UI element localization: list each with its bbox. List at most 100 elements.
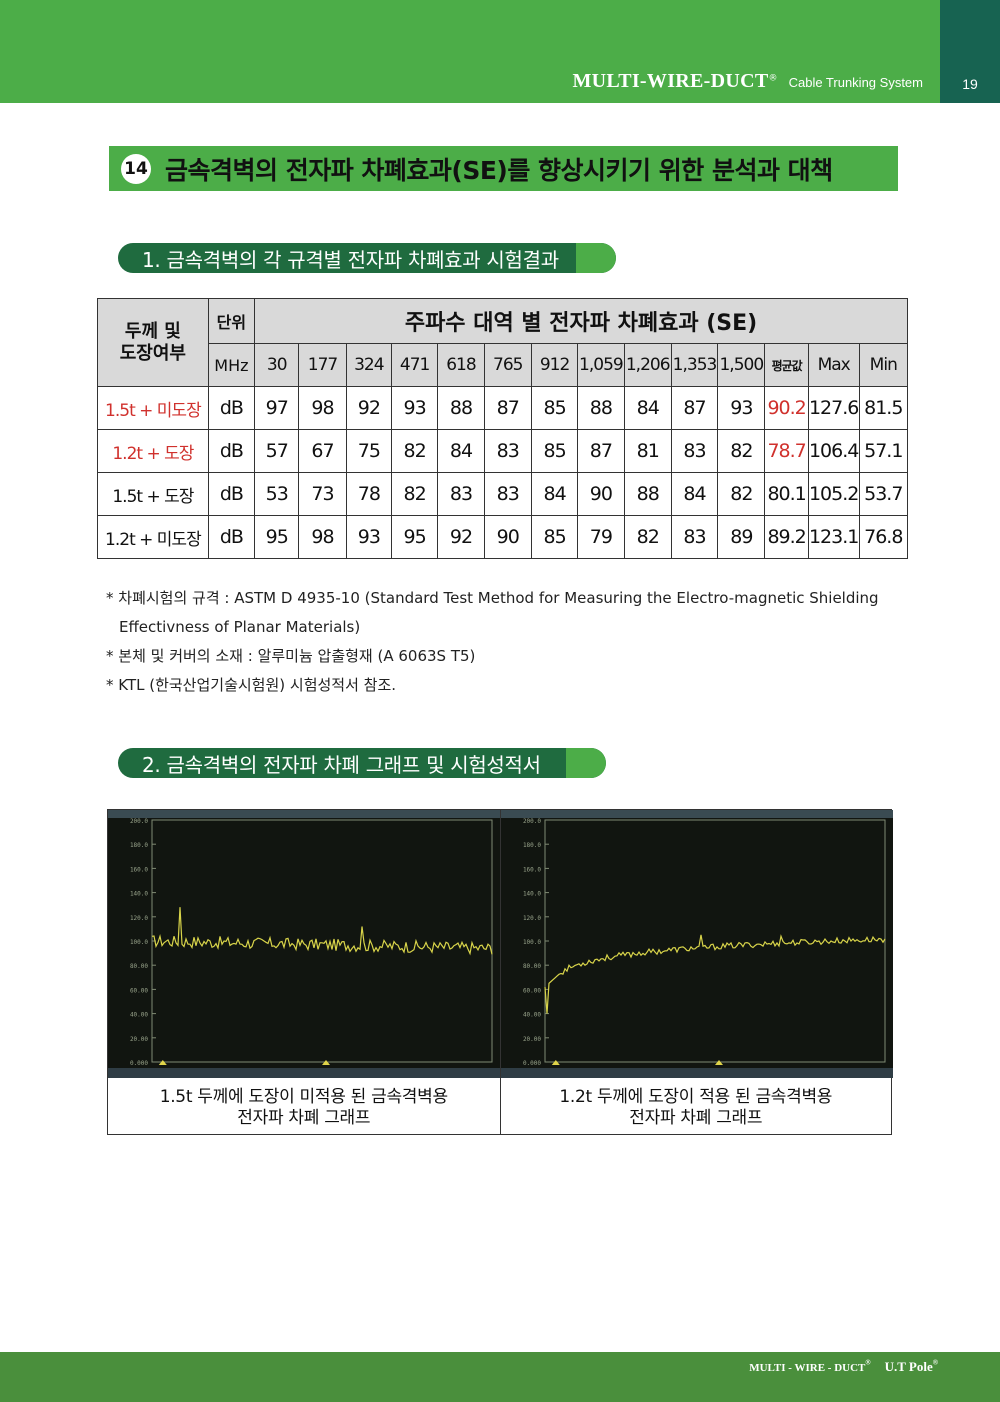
scope-tick-label: 20.00: [130, 1036, 148, 1043]
row-unit: dB: [207, 386, 256, 430]
note-standard: * 차폐시험의 규격 : ASTM D 4935-10 (Standard Te…: [106, 589, 879, 607]
se-value-cell: 95: [390, 515, 439, 559]
se-value-cell: 87: [670, 386, 719, 430]
graph-2-caption: 1.2t 두께에 도장이 적용 된 금속격벽용 전자파 차폐 그래프: [501, 1080, 892, 1136]
frequency-header: 30: [254, 343, 300, 387]
avg-cell: 90.2: [764, 386, 809, 430]
se-value-cell: 84: [670, 472, 719, 516]
scope-top-bar: [108, 810, 500, 818]
scope-tick-label: 160.0: [130, 866, 148, 873]
header-brand: MULTI-WIRE-DUCT® Cable Trunking System: [572, 70, 923, 93]
scope-marker: [551, 1060, 560, 1065]
se-value-cell: 79: [577, 515, 625, 559]
graph-2-scope-image: 200.0 180.0 160.0 140.0 120.0 100.0 80.00 60.00…: [500, 810, 893, 1078]
scope-tick-label: 80.00: [130, 963, 148, 970]
graph-1-scope-image: 200.0 180.0 160.0 140.0 120.0 100.0 80.00 60.00…: [108, 810, 500, 1078]
note-standard-continued: Effectivness of Planar Materials): [119, 618, 361, 636]
se-value-cell: 87: [577, 429, 625, 473]
scope-tick-label: 40.00: [522, 1012, 540, 1019]
se-value-cell: 82: [390, 472, 439, 516]
page-number-tab: [940, 0, 1000, 103]
avg-header: 평균값: [764, 343, 809, 387]
table-row: 1.5t + 미도장 dB 97 98 92 93 88 87 85 88 84 87 93 90.2 12…: [97, 386, 909, 430]
scope-tick-label: 180.0: [522, 842, 540, 849]
frequency-header: 471: [390, 343, 439, 387]
scope-tick-label: 120.0: [522, 915, 540, 922]
unit-header: 단위: [207, 298, 256, 344]
se-value-cell: 92: [345, 386, 392, 430]
graph-1-caption-line2: 전자파 차폐 그래프: [237, 1108, 371, 1128]
row-label: 1.5t + 도장: [97, 472, 209, 516]
se-value-cell: 97: [254, 386, 300, 430]
se-value-cell: 73: [298, 472, 347, 516]
se-value-cell: 98: [298, 386, 347, 430]
graph-2: 200.0 180.0 160.0 140.0 120.0 100.0 80.00 60.00…: [499, 810, 893, 1136]
footer-pole-name: U.T Pole: [884, 1359, 933, 1374]
section-title-bar: 14 금속격벽의 전자파 차폐효과(SE)를 향상시키기 위한 분석과 대책: [109, 146, 898, 191]
scope-tick-label: 180.0: [130, 842, 148, 849]
notes: * 차폐시험의 규격 : ASTM D 4935-10 (Standard Te…: [106, 584, 906, 700]
se-value-cell: 57: [254, 429, 300, 473]
row-label: 1.5t + 미도장: [97, 386, 209, 430]
scope-bottom-bar: [108, 1068, 500, 1078]
max-header: Max: [807, 343, 860, 387]
graph-2-caption-line2: 전자파 차폐 그래프: [629, 1108, 763, 1128]
se-value-cell: 93: [717, 386, 766, 430]
section-number-badge: 14: [121, 153, 151, 184]
se-value-cell: 83: [437, 472, 485, 516]
se-value-cell: 85: [530, 429, 579, 473]
scope-tick-label: 200.0: [522, 818, 540, 825]
se-value-cell: 82: [390, 429, 439, 473]
corner-header: 두께 및 도장여부: [97, 298, 209, 387]
scope-tick-label: 40.00: [130, 1012, 148, 1019]
avg-cell: 80.1: [764, 472, 809, 516]
shielding-results-table: 두께 및 도장여부 단위 주파수 대역 별 전자파 차폐효과 (SE) MHz …: [97, 298, 909, 559]
frequency-header: 324: [345, 343, 392, 387]
graph-2-caption-line1: 1.2t 두께에 도장이 적용 된 금속격벽용: [559, 1087, 833, 1107]
table-row: 1.5t + 도장 dB 53 73 78 82 83 83 84 90 88 84 82 80.1 105…: [97, 472, 909, 516]
frequency-header: 1,059: [577, 343, 625, 387]
page-header: MULTI-WIRE-DUCT® Cable Trunking System 1…: [0, 0, 1000, 103]
unit-mhz-header: MHz: [207, 343, 256, 387]
max-cell: 127.6: [807, 386, 860, 430]
row-unit: dB: [207, 472, 256, 516]
frequency-header: 1,353: [670, 343, 719, 387]
se-value-cell: 84: [530, 472, 579, 516]
graph-2-trace: 200.0 180.0 160.0 140.0 120.0 100.0 80.00 60.00…: [500, 810, 893, 1078]
note-material: * 본체 및 커버의 소재 : 알루미늄 압출형재 (A 6063S T5): [106, 647, 476, 665]
footer-brand: MULTI - WIRE - DUCT® U.T Pole®: [749, 1358, 938, 1374]
se-value-cell: 95: [254, 515, 300, 559]
graph-1: 200.0 180.0 160.0 140.0 120.0 100.0 80.00 60.00…: [108, 810, 500, 1134]
se-value-cell: 88: [577, 386, 625, 430]
se-value-cell: 81: [623, 429, 672, 473]
brand-name: MULTI-WIRE-DUCT: [572, 70, 769, 92]
note-reference: * KTL (한국산업기술시험원) 시험성적서 참조.: [106, 676, 397, 694]
frequency-header: 765: [483, 343, 532, 387]
se-value-cell: 89: [717, 515, 766, 559]
scope-trace: [543, 934, 886, 1014]
frequency-header: 618: [437, 343, 485, 387]
graph-1-trace: 200.0 180.0 160.0 140.0 120.0 100.0 80.00 60.00…: [108, 810, 500, 1078]
se-value-cell: 88: [437, 386, 485, 430]
se-value-cell: 85: [530, 515, 579, 559]
se-value-cell: 93: [345, 515, 392, 559]
se-value-cell: 75: [345, 429, 392, 473]
avg-cell: 89.2: [764, 515, 809, 559]
graph-1-caption: 1.5t 두께에 도장이 미적용 된 금속격벽용 전자파 차폐 그래프: [108, 1080, 500, 1136]
corner-header-line2: 도장여부: [119, 342, 186, 364]
se-value-cell: 84: [623, 386, 672, 430]
max-cell: 105.2: [807, 472, 860, 516]
se-value-cell: 83: [483, 472, 532, 516]
se-value-cell: 78: [345, 472, 392, 516]
scope-tick-label: 60.00: [522, 987, 540, 994]
scope-background: [500, 810, 893, 1078]
page-number: 19: [962, 76, 978, 92]
scope-tick-label: 0.000: [522, 1060, 540, 1067]
table-row: 1.2t + 도장 dB 57 67 75 82 84 83 85 87 81 83 82 78.7 106…: [97, 429, 909, 473]
max-cell: 106.4: [807, 429, 860, 473]
min-cell: 76.8: [858, 515, 909, 559]
se-value-cell: 85: [530, 386, 579, 430]
scope-tick-label: 140.0: [130, 891, 148, 898]
avg-cell: 78.7: [764, 429, 809, 473]
scope-tick-label: 80.00: [522, 963, 540, 970]
